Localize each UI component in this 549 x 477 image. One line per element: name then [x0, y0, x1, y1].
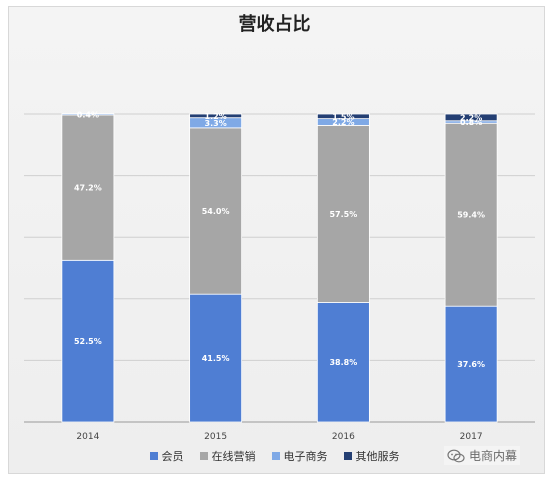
data-label: 41.5% [202, 354, 230, 363]
data-label: 2.2% [460, 113, 482, 122]
data-label: 37.6% [457, 360, 485, 369]
wechat-icon [447, 449, 465, 462]
data-label: 38.8% [329, 358, 357, 367]
data-label: 57.5% [329, 210, 357, 219]
data-label: 2.2% [332, 118, 354, 127]
data-label: 3.3% [205, 119, 227, 128]
bar-segment [61, 114, 115, 261]
legend-swatch-other-services [343, 452, 352, 460]
bar-segment [189, 113, 243, 119]
legend-item-online-marketing: 在线营销 [199, 448, 256, 464]
x-tick-label: 2014 [76, 432, 99, 442]
legend-item-ecommerce: 电子商务 [271, 448, 328, 464]
data-label: 0.4% [77, 110, 99, 119]
bar-segment [316, 124, 370, 303]
data-label: 0.8% [460, 118, 482, 127]
bar-segment [444, 122, 498, 307]
legend-swatch-online-marketing [199, 452, 208, 460]
legend-swatch-ecommerce [271, 452, 280, 460]
data-label: 52.5% [74, 337, 102, 346]
data-label: 1.5% [332, 112, 354, 121]
legend-label-ecommerce: 电子商务 [283, 450, 328, 463]
watermark-text: 电商内幕 [469, 449, 518, 463]
bar-segment [316, 113, 370, 120]
legend-item-other-services: 其他服务 [343, 448, 400, 464]
x-tick-label: 2017 [460, 432, 483, 442]
bar-segment [316, 302, 370, 423]
bar-segment [61, 113, 115, 116]
x-tick-label: 2015 [204, 432, 227, 442]
data-label: 47.2% [74, 184, 102, 193]
data-label: 1.2% [205, 112, 227, 121]
legend-swatch-member [149, 452, 158, 460]
bar-segment [444, 113, 498, 122]
x-tick-label: 2016 [332, 432, 355, 442]
legend-label-member: 会员 [161, 450, 184, 463]
legend-item-member: 会员 [149, 448, 184, 464]
chart-title: 营收占比 [238, 14, 311, 35]
legend-label-online-marketing: 在线营销 [211, 450, 256, 463]
bar-segment [61, 259, 115, 423]
bar-segment [444, 305, 498, 423]
legend-label-other-services: 其他服务 [355, 450, 400, 463]
data-label: 54.0% [202, 207, 230, 216]
legend: 会员 在线营销 电子商务 其他服务 [0, 448, 549, 464]
watermark: 电商内幕 [444, 446, 521, 465]
data-label: 59.4% [457, 211, 485, 220]
